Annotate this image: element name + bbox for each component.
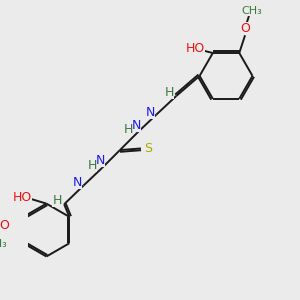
Text: O: O xyxy=(0,219,9,232)
Text: O: O xyxy=(240,22,250,34)
Text: N: N xyxy=(73,176,82,190)
Text: N: N xyxy=(96,154,105,167)
Text: HO: HO xyxy=(13,191,32,204)
Text: N: N xyxy=(131,119,141,132)
Text: HO: HO xyxy=(185,42,205,55)
Text: H: H xyxy=(165,85,174,98)
Text: N: N xyxy=(146,106,155,118)
Text: CH₃: CH₃ xyxy=(242,6,262,16)
Text: H: H xyxy=(88,159,97,172)
Text: H: H xyxy=(52,194,62,207)
Text: S: S xyxy=(144,142,152,155)
Text: CH₃: CH₃ xyxy=(0,239,8,249)
Text: H: H xyxy=(123,123,133,136)
